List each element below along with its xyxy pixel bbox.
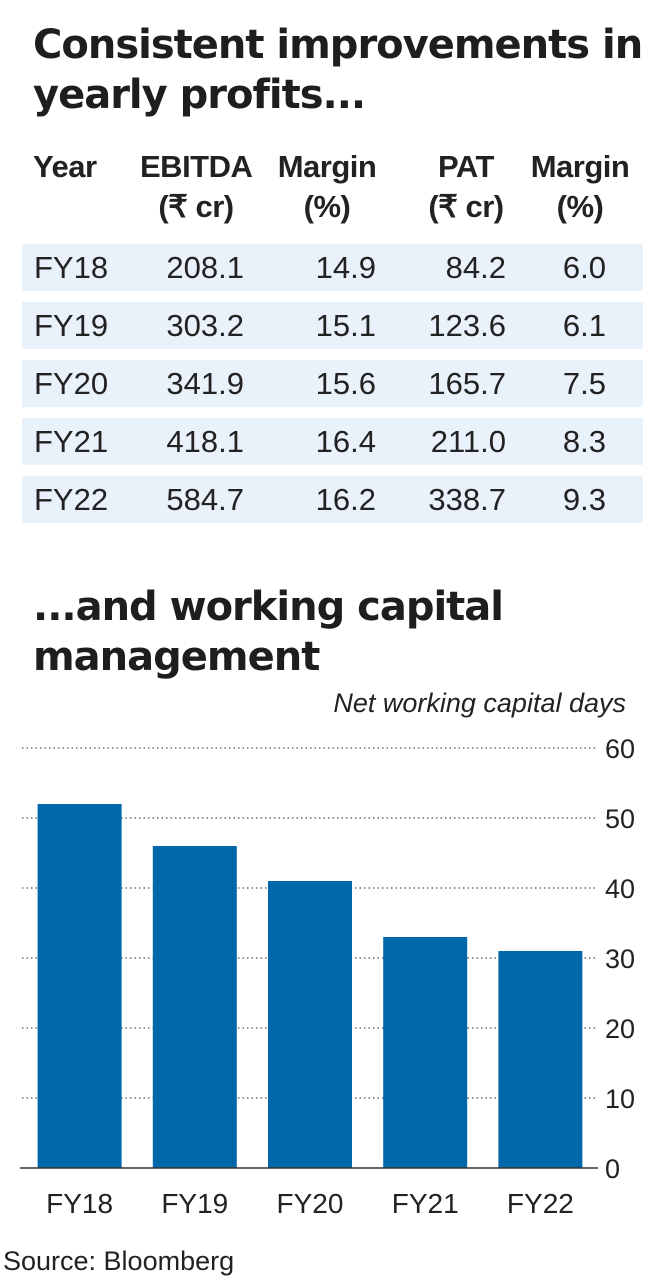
bar-chart: 0 10 20 30 40 50 60 FY18 FY19 FY20 FY21 FY22 bbox=[20, 734, 635, 1219]
y-tick-label: 40 bbox=[605, 874, 635, 904]
table-header: Year EBITDA (₹ cr) Margin (%) PAT (₹ cr) Margin… bbox=[0, 147, 660, 237]
table-cell: 165.7 bbox=[428, 366, 506, 401]
y-tick-label: 0 bbox=[605, 1154, 620, 1184]
table-row: FY18 208.1 14.9 84.2 6.0 bbox=[22, 244, 643, 291]
table-row: FY22 584.7 16.2 338.7 9.3 bbox=[22, 476, 643, 523]
y-tick-label: 60 bbox=[605, 734, 635, 764]
row-year: FY20 bbox=[34, 366, 109, 401]
column-header-line: PAT bbox=[438, 149, 494, 184]
bar bbox=[498, 951, 583, 1168]
table-cell: 16.2 bbox=[315, 482, 376, 517]
bar bbox=[268, 881, 352, 1168]
table-cell: 84.2 bbox=[445, 250, 506, 285]
x-tick-label: FY22 bbox=[507, 1188, 574, 1219]
column-header: EBITDA (₹ cr) bbox=[140, 147, 253, 227]
table-cell: 6.0 bbox=[562, 250, 606, 285]
table-cell: 14.9 bbox=[315, 250, 376, 285]
table-cell: 303.2 bbox=[166, 308, 244, 343]
column-header-line: (%) bbox=[303, 189, 351, 224]
table-cell: 7.5 bbox=[562, 366, 606, 401]
bar bbox=[37, 804, 122, 1168]
table-cell: 418.1 bbox=[166, 424, 244, 459]
table-cell: 9.3 bbox=[562, 482, 606, 517]
table-cell: 584.7 bbox=[166, 482, 244, 517]
table-row: FY20 341.9 15.6 165.7 7.5 bbox=[22, 360, 643, 407]
table-cell: 341.9 bbox=[166, 366, 244, 401]
column-header-line: Margin bbox=[277, 149, 377, 184]
column-header-line: Year bbox=[33, 149, 97, 184]
column-header-line: Margin bbox=[530, 149, 630, 184]
row-year: FY18 bbox=[34, 250, 109, 285]
source-note: Source: Bloomberg bbox=[3, 1246, 235, 1276]
table-cell: 208.1 bbox=[166, 250, 244, 285]
row-year: FY19 bbox=[34, 308, 109, 343]
bar bbox=[152, 846, 237, 1168]
x-tick-label: FY19 bbox=[161, 1188, 228, 1219]
column-header-line: (₹ cr) bbox=[428, 189, 504, 224]
table-row: FY19 303.2 15.1 123.6 6.1 bbox=[22, 302, 643, 349]
column-header: PAT (₹ cr) bbox=[410, 147, 522, 227]
column-header-line: (%) bbox=[556, 189, 604, 224]
x-tick-label: FY21 bbox=[392, 1188, 459, 1219]
table-row: FY21 418.1 16.4 211.0 8.3 bbox=[22, 418, 643, 465]
table-cell: 16.4 bbox=[315, 424, 376, 459]
column-header-line: EBITDA bbox=[140, 149, 253, 184]
table-cell: 15.1 bbox=[315, 308, 376, 343]
y-tick-label: 50 bbox=[605, 804, 635, 834]
column-header: Margin (%) bbox=[272, 147, 382, 227]
x-tick-label: FY20 bbox=[277, 1188, 344, 1219]
table-cell: 8.3 bbox=[562, 424, 606, 459]
table-cell: 338.7 bbox=[428, 482, 506, 517]
table-cell: 6.1 bbox=[562, 308, 606, 343]
y-tick-label: 20 bbox=[605, 1014, 635, 1044]
column-header: Margin (%) bbox=[527, 147, 633, 227]
x-tick-label: FY18 bbox=[46, 1188, 113, 1219]
table-cell: 211.0 bbox=[430, 424, 506, 459]
chart-title: ...and working capital management bbox=[33, 584, 504, 680]
row-year: FY21 bbox=[34, 424, 109, 459]
bar bbox=[383, 937, 468, 1168]
y-tick-label: 10 bbox=[605, 1084, 635, 1114]
y-tick-label: 30 bbox=[605, 944, 635, 974]
y-axis-label: Net working capital days bbox=[333, 688, 626, 718]
table-title: Consistent improvements in yearly profit… bbox=[33, 22, 643, 118]
row-year: FY22 bbox=[34, 482, 109, 517]
column-header: Year bbox=[33, 147, 97, 187]
table-cell: 15.6 bbox=[315, 366, 376, 401]
table-cell: 123.6 bbox=[428, 308, 506, 343]
column-header-line: (₹ cr) bbox=[158, 189, 234, 224]
